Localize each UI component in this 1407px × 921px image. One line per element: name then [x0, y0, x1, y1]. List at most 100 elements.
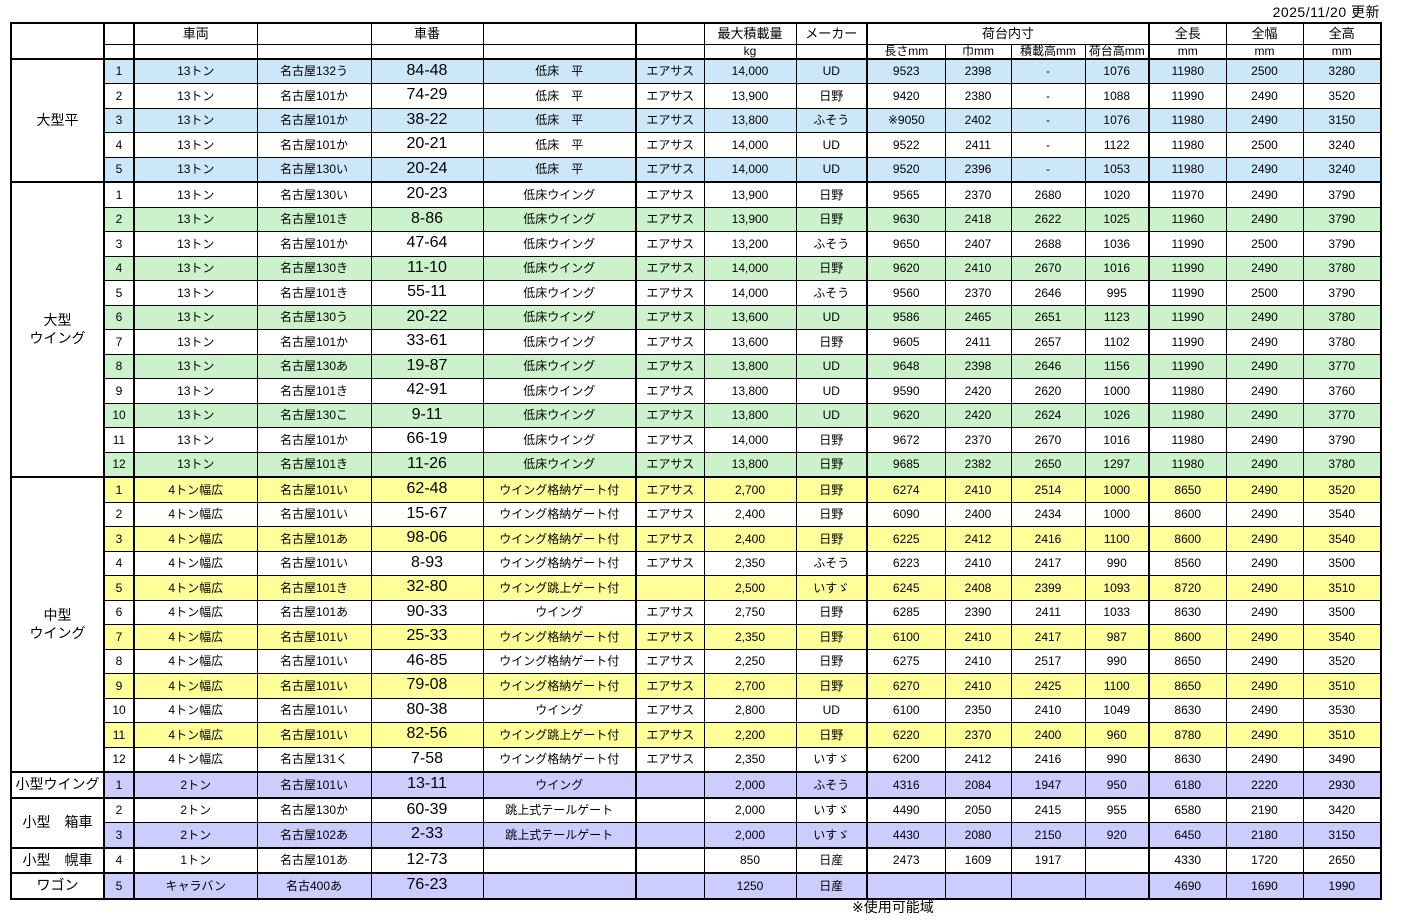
cell-total-height: 3540 — [1302, 501, 1382, 528]
cell-bed-height: 1297 — [1084, 451, 1150, 478]
cell-airsus: エアサス — [635, 599, 705, 626]
cell-maker: UD — [795, 57, 868, 85]
cell-bed-width: 2350 — [944, 697, 1012, 724]
cell-total-len: 11990 — [1148, 280, 1227, 306]
cell-payload: 2,000 — [703, 796, 797, 824]
cell-rownum: 7 — [103, 329, 135, 355]
cell-body: ウイング跳上ゲート付 — [482, 575, 637, 601]
cell-bed-height: 1088 — [1084, 83, 1150, 109]
cell-total-len: 8630 — [1148, 746, 1227, 773]
cell-airsus: エアサス — [635, 501, 705, 528]
cell-total-len: 11990 — [1148, 231, 1227, 257]
table-row: 小型 箱車 2 2トン 名古屋130か 60-39 跳上式テールゲート 2,000 いすゞ 44… — [10, 796, 1382, 849]
cell-total-width: 2490 — [1225, 526, 1304, 552]
cell-total-height: 3240 — [1302, 132, 1382, 158]
cell-bed-width: 2410 — [944, 476, 1012, 503]
cell-airsus: エアサス — [635, 624, 705, 650]
cell-payload: 13,800 — [703, 451, 797, 478]
cell-bed-len: 9605 — [866, 329, 946, 355]
header-group-blank — [10, 22, 105, 60]
cell-body: 低床 平 — [482, 132, 637, 158]
header-total-len: 全長 — [1148, 22, 1227, 45]
cell-bed-width: 2398 — [944, 353, 1012, 380]
header-payload-unit: kg — [703, 43, 797, 60]
cell-body: 低床ウイング — [482, 181, 637, 208]
cell-bed-width: 2410 — [944, 673, 1012, 699]
cell-number: 20-24 — [370, 156, 484, 183]
cell-bed-len: 9523 — [866, 57, 946, 85]
cell-payload: 2,500 — [703, 575, 797, 601]
cell-bed-width: 2420 — [944, 402, 1012, 429]
cell-bed-height: 1122 — [1084, 132, 1150, 158]
cell-number: 20-22 — [370, 304, 484, 331]
cell-bed-width: 1609 — [944, 846, 1012, 874]
cell-bed-width: 2390 — [944, 599, 1012, 626]
cell-bed-width: 2411 — [944, 132, 1012, 158]
cell-plate: 名古屋101き — [256, 575, 372, 601]
cell-maker: 日野 — [795, 673, 868, 699]
cell-bed-len: 9560 — [866, 280, 946, 306]
cell-plate: 名古屋130い — [256, 156, 372, 183]
cell-total-height: 3510 — [1302, 673, 1382, 699]
cell-airsus: エアサス — [635, 206, 705, 233]
cell-rownum: 1 — [103, 57, 135, 85]
cell-bed-len: 6100 — [866, 697, 946, 724]
cell-bed-width: 2370 — [944, 181, 1012, 208]
cell-total-len: 11980 — [1148, 427, 1227, 453]
group-label: 小型ウイング — [10, 771, 105, 799]
cell-airsus — [635, 575, 705, 601]
cell-payload: 13,900 — [703, 181, 797, 208]
cell-plate: 名古屋101か — [256, 107, 372, 134]
cell-load-height: 2657 — [1010, 329, 1086, 355]
cell-vehicle: 13トン — [133, 353, 258, 380]
header-bed-inner: 荷台内寸 — [865, 22, 1150, 45]
cell-body: 低床 平 — [482, 57, 637, 85]
cell-vehicle: 4トン幅広 — [133, 575, 258, 601]
cell-bed-len: 9685 — [866, 451, 946, 478]
table-row: 3 4トン幅広 名古屋101あ 98-06 ウイング格納ゲート付 エアサス 2,400 日野 6… — [11, 526, 1382, 552]
cell-number: 47-64 — [370, 231, 484, 257]
cell-bed-len: 9522 — [866, 132, 946, 158]
cell-number: 90-33 — [370, 599, 484, 626]
cell-bed-width: 2400 — [944, 501, 1012, 528]
cell-total-len: 11980 — [1148, 156, 1227, 183]
cell-payload: 2,700 — [703, 673, 797, 699]
cell-bed-height: 990 — [1084, 746, 1150, 773]
cell-maker: 日野 — [795, 255, 868, 282]
cell-total-width: 2220 — [1225, 771, 1304, 799]
cell-body: ウイング格納ゲート付 — [482, 501, 637, 528]
cell-bed-len: 6274 — [866, 476, 946, 503]
cell-bed-height: 950 — [1084, 771, 1150, 799]
cell-bed-len: 6275 — [866, 648, 946, 675]
cell-bed-len: 6225 — [866, 526, 946, 552]
table-row: 5 13トン 名古屋101き 55-11 低床ウイング エアサス 14,000 ふそう 9560… — [11, 280, 1382, 306]
cell-load-height: 2416 — [1010, 526, 1086, 552]
table-row: 2 13トン 名古屋101か 74-29 低床 平エアサス 13,900 日野 9420 238… — [11, 83, 1382, 109]
cell-total-len: 4690 — [1148, 872, 1227, 900]
cell-bed-len: 6100 — [866, 624, 946, 650]
cell-total-height: 3780 — [1302, 255, 1382, 282]
cell-load-height: 2434 — [1010, 501, 1086, 528]
cell-airsus: エアサス — [635, 648, 705, 675]
cell-maker: ふそう — [795, 550, 868, 577]
header-number-blank2 — [370, 43, 484, 60]
table-row: 12 13トン 名古屋101き 11-26 低床ウイング エアサス 13,800 日野 9685… — [11, 451, 1382, 478]
cell-plate: 名古屋101き — [256, 206, 372, 233]
cell-load-height — [1010, 872, 1086, 900]
cell-vehicle: 4トン幅広 — [133, 673, 258, 699]
cell-total-height: 3790 — [1302, 206, 1382, 233]
cell-total-height: 3500 — [1302, 599, 1382, 626]
cell-bed-height — [1084, 846, 1150, 874]
cell-payload: 2,350 — [703, 624, 797, 650]
table-row: 大型 ウイング 1 13トン 名古屋130い 20-23 低床ウイング エアサス 13,900… — [10, 181, 1382, 478]
cell-vehicle: 4トン幅広 — [133, 746, 258, 773]
cell-bed-len: 9565 — [866, 181, 946, 208]
cell-total-width: 2490 — [1225, 402, 1304, 429]
cell-maker: 日野 — [795, 624, 868, 650]
table-row: 8 13トン 名古屋130あ 19-87 低床ウイング エアサス 13,800 UD 9648 2… — [11, 353, 1382, 380]
cell-total-width: 2180 — [1225, 822, 1304, 849]
cell-total-height: 3790 — [1302, 181, 1382, 208]
cell-number: 20-23 — [370, 181, 484, 208]
cell-number: 25-33 — [370, 624, 484, 650]
cell-total-width: 1690 — [1225, 872, 1304, 900]
